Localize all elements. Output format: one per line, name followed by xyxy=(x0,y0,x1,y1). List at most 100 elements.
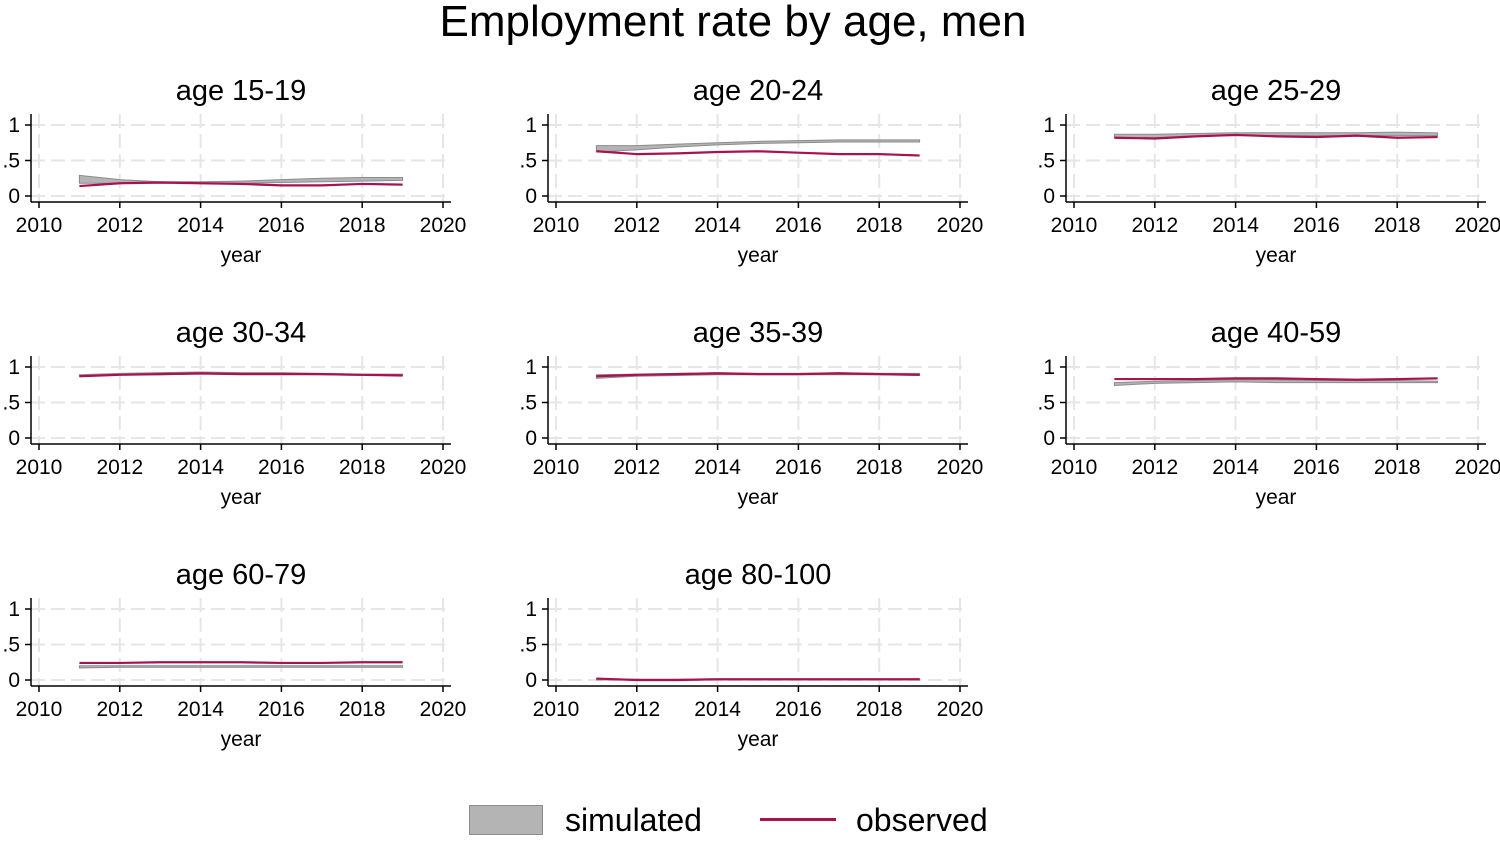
y-tick-label: 1 xyxy=(8,114,20,137)
x-tick-label: 2012 xyxy=(1131,456,1178,479)
x-tick-label: 2016 xyxy=(1293,456,1340,479)
x-tick-label: 2014 xyxy=(177,698,224,721)
y-tick-label: 0 xyxy=(8,185,20,208)
x-axis-label: year xyxy=(1256,486,1297,509)
x-tick-label: 2016 xyxy=(775,456,822,479)
x-tick-label: 2016 xyxy=(258,698,305,721)
y-tick-label: 1 xyxy=(8,598,20,621)
x-tick-label: 2020 xyxy=(937,214,984,237)
x-tick-label: 2020 xyxy=(420,698,467,721)
y-tick-label: 0 xyxy=(8,669,20,692)
panel-title: age 25-29 xyxy=(1211,75,1342,107)
legend-label-observed: observed xyxy=(856,802,988,838)
x-axis-label: year xyxy=(1256,244,1297,267)
panel-age-40-59: age 40-59 0 .5 1 2010 2012 2014 2016 2018 2020 yea… xyxy=(1037,317,1500,509)
x-tick-label: 2020 xyxy=(937,456,984,479)
x-tick-label: 2012 xyxy=(613,698,660,721)
x-tick-label: 2018 xyxy=(856,214,903,237)
panel-title: age 30-34 xyxy=(176,317,307,349)
legend-swatch-observed xyxy=(760,818,836,821)
series-observed-line xyxy=(79,181,403,188)
x-tick-label: 2010 xyxy=(1051,456,1098,479)
panel-age-80-100: age 80-100 0 .5 1 2010 2012 2014 2016 2018 2020 ye… xyxy=(519,559,983,751)
x-tick-label: 2020 xyxy=(1455,456,1500,479)
y-tick-label: 0 xyxy=(1043,185,1055,208)
y-tick-label: .5 xyxy=(519,150,537,173)
chart-title: Employment rate by age, men xyxy=(439,0,1027,46)
x-tick-label: 2010 xyxy=(16,698,63,721)
panel-age-35-39: age 35-39 0 .5 1 2010 2012 2014 2016 2018 2020 yea… xyxy=(519,317,983,509)
y-tick-label: 1 xyxy=(1043,114,1055,137)
x-tick-label: 2014 xyxy=(1212,456,1259,479)
x-tick-label: 2018 xyxy=(856,456,903,479)
panel-age-30-34: age 30-34 0 .5 1 2010 2012 2014 2016 2018 2020 yea… xyxy=(2,317,466,509)
panel-title: age 35-39 xyxy=(693,317,824,349)
x-axis-label: year xyxy=(738,244,779,267)
x-tick-label: 2016 xyxy=(775,214,822,237)
x-tick-label: 2018 xyxy=(1374,214,1421,237)
x-tick-label: 2010 xyxy=(533,214,580,237)
x-tick-label: 2020 xyxy=(420,214,467,237)
x-tick-label: 2020 xyxy=(937,698,984,721)
x-tick-label: 2014 xyxy=(1212,214,1259,237)
series-observed-line xyxy=(79,661,403,665)
y-tick-label: 0 xyxy=(1043,427,1055,450)
y-tick-label: 1 xyxy=(525,598,537,621)
y-tick-label: .5 xyxy=(1037,392,1055,415)
small-multiples-figure: age 15-19 0 .5 1 2010 2012 2014 2016 2018 2020 yea… xyxy=(2,75,1500,751)
x-tick-label: 2016 xyxy=(258,456,305,479)
panel-age-25-29: age 25-29 0 .5 1 2010 2012 2014 2016 2018 2020 yea… xyxy=(1037,75,1500,267)
x-axis-label: year xyxy=(738,728,779,751)
panel-age-20-24: age 20-24 0 .5 1 2010 2012 2014 2016 2018 2020 yea… xyxy=(519,75,983,267)
panel-age-60-79: age 60-79 0 .5 1 2010 2012 2014 2016 2018 2020 yea… xyxy=(2,559,466,751)
x-tick-label: 2012 xyxy=(96,456,143,479)
x-tick-label: 2012 xyxy=(613,214,660,237)
x-axis-label: year xyxy=(221,486,262,509)
x-tick-label: 2018 xyxy=(1374,456,1421,479)
y-tick-label: 0 xyxy=(525,427,537,450)
x-tick-label: 2016 xyxy=(258,214,305,237)
x-tick-label: 2012 xyxy=(613,456,660,479)
x-tick-label: 2010 xyxy=(16,456,63,479)
series-simulated-band xyxy=(78,665,404,669)
x-tick-label: 2012 xyxy=(96,214,143,237)
x-tick-label: 2014 xyxy=(177,214,224,237)
x-tick-label: 2014 xyxy=(177,456,224,479)
x-tick-label: 2014 xyxy=(694,698,741,721)
panel-title: age 80-100 xyxy=(685,559,832,591)
y-tick-label: 1 xyxy=(8,356,20,379)
x-tick-label: 2014 xyxy=(694,214,741,237)
y-tick-label: 0 xyxy=(525,185,537,208)
x-tick-label: 2016 xyxy=(775,698,822,721)
y-tick-label: 1 xyxy=(525,114,537,137)
y-tick-label: 0 xyxy=(8,427,20,450)
series-simulated-band xyxy=(1113,379,1439,386)
x-tick-label: 2018 xyxy=(339,698,386,721)
y-tick-label: .5 xyxy=(2,392,20,415)
x-axis-label: year xyxy=(221,728,262,751)
legend-label-simulated: simulated xyxy=(565,802,702,838)
panel-title: age 20-24 xyxy=(693,75,824,107)
series-observed-line xyxy=(596,677,920,682)
x-tick-label: 2020 xyxy=(1455,214,1500,237)
y-tick-label: .5 xyxy=(2,634,20,657)
x-tick-label: 2010 xyxy=(16,214,63,237)
series-simulated-band xyxy=(595,139,921,153)
y-tick-label: 0 xyxy=(525,669,537,692)
y-tick-label: .5 xyxy=(1037,150,1055,173)
x-tick-label: 2012 xyxy=(96,698,143,721)
x-tick-label: 2010 xyxy=(533,456,580,479)
panel-age-15-19: age 15-19 0 .5 1 2010 2012 2014 2016 2018 2020 yea… xyxy=(2,75,466,267)
x-tick-label: 2010 xyxy=(1051,214,1098,237)
y-tick-label: 1 xyxy=(525,356,537,379)
series-observed-line xyxy=(596,372,920,378)
x-tick-label: 2016 xyxy=(1293,214,1340,237)
x-tick-label: 2010 xyxy=(533,698,580,721)
x-tick-label: 2018 xyxy=(339,214,386,237)
y-tick-label: .5 xyxy=(519,634,537,657)
legend-swatch-simulated xyxy=(469,805,543,835)
x-tick-label: 2018 xyxy=(339,456,386,479)
y-tick-label: 1 xyxy=(1043,356,1055,379)
y-tick-label: .5 xyxy=(519,392,537,415)
x-axis-label: year xyxy=(738,486,779,509)
